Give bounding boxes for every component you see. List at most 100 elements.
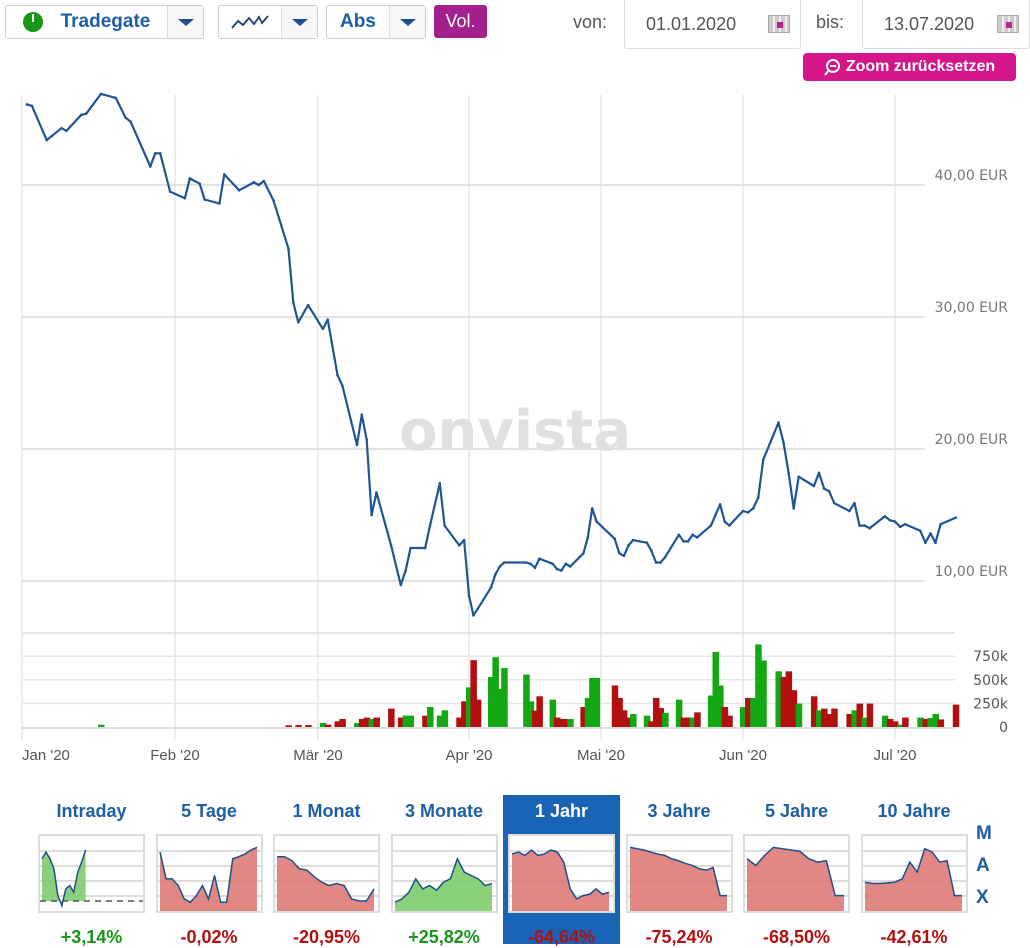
volume-bar [461,701,468,727]
period-tile-1-jahr[interactable]: 1 Jahr -64,64% [503,795,620,947]
period-label: 3 Jahre [647,801,711,821]
volume-bar [532,710,539,727]
from-date-input[interactable]: 01.01.2020 [624,0,801,49]
sparkline [508,834,615,913]
volume-tick-label: 500k [973,673,1009,689]
price-point [533,566,537,570]
volume-bar [932,713,940,727]
price-point [568,565,572,568]
volume-bar [760,660,767,727]
price-point [462,538,466,542]
price-chart[interactable]: onvista Jan '20 Feb '20 Mär '20 Apr '20 Mai … [0,0,1030,780]
calendar-icon[interactable] [768,15,790,33]
chevron-down-icon[interactable] [389,6,425,38]
volume-tick-label: 250k [973,696,1009,712]
volume-bar [492,657,499,727]
max-period-link[interactable]: M [976,823,992,844]
price-point [399,583,403,587]
chart-type-select[interactable] [218,5,318,39]
volume-bar [790,690,798,727]
period-change: -68,50% [762,927,831,947]
price-point [168,190,172,193]
volume-bar [881,715,889,727]
period-tile-intraday[interactable]: Intraday +3,14% [33,795,150,947]
chevron-down-icon[interactable] [281,6,317,38]
period-label: 3 Monate [404,801,483,821]
volume-bar [917,717,924,727]
volume-bar [851,710,858,727]
price-point [296,320,300,324]
price-point [893,520,897,523]
price-point [423,546,427,550]
price-point [718,503,722,506]
price-point [84,112,88,116]
price-point [677,533,681,537]
period-change: +3,14% [60,927,123,947]
sparkline [38,834,145,913]
period-tile-3-jahre[interactable]: 3 Jahre -75,24% [621,795,738,947]
scale-select[interactable]: Abs [326,5,426,39]
price-point [272,199,275,203]
sparkline-line [41,849,87,909]
period-change: -75,24% [645,927,713,947]
price-point [659,561,662,564]
max-period-link[interactable]: X [976,887,989,908]
period-tile-5-tage[interactable]: 5 Tage -0,02% [151,795,268,947]
volume-bar [584,697,592,727]
price-point [287,247,290,250]
price-point [360,413,364,416]
x-tick-label: Mai '20 [577,747,625,764]
volume-toggle-button[interactable]: Vol. [434,5,487,38]
sparkline-line [746,846,844,897]
period-label: 5 Jahre [764,801,829,821]
price-point [924,541,927,545]
price-point [613,537,617,541]
price-point [365,438,369,442]
chevron-down-icon[interactable] [167,6,203,38]
volume-bar [422,715,429,727]
price-point [498,565,502,568]
volume-bar [436,715,444,727]
sparkline-line [864,847,962,897]
exchange-name: Tradegate [60,11,151,32]
price-point [237,188,241,192]
period-tile-10-jahre[interactable]: 10 Jahre -42,61% [856,795,973,947]
zoom-reset-button[interactable]: Zoom zurücksetzen [803,53,1016,81]
exchange-select[interactable]: Tradegate [5,5,204,39]
volume-bar [324,724,332,727]
price-point [595,520,598,523]
volume-bar [821,708,828,727]
sparkline-line [277,855,375,902]
sparkline-line [158,846,257,904]
max-period-link[interactable]: A [976,855,990,876]
to-date-input[interactable]: 13.07.2020 [862,0,1030,49]
volume-bar [892,721,899,727]
volume-bar [795,703,803,727]
volume-bar [456,717,463,727]
price-point [60,126,63,130]
calendar-icon[interactable] [997,15,1019,33]
price-point [65,129,68,133]
volume-bar [707,695,715,727]
period-tile-3-monate[interactable]: 3 Monate +25,82% [386,795,503,947]
price-point [858,524,861,527]
price-point [114,96,118,100]
price-point [618,551,621,555]
price-point [663,555,667,559]
price-point [443,524,446,527]
period-tile-1-monat[interactable]: 1 Monat -20,95% [268,795,385,947]
sparkline [273,834,380,913]
price-point [99,92,103,96]
sparkline-area [747,847,844,911]
price-point [650,549,653,552]
price-point [827,489,831,493]
volume-bar [402,715,410,727]
volume-bar [657,708,665,727]
price-point [50,134,53,138]
price-point [654,561,658,564]
price-point [472,614,475,617]
volume-tick-label: 0 [999,720,1008,736]
period-tile-5-jahre[interactable]: 5 Jahre -68,50% [738,795,855,947]
price-point [954,516,958,519]
price-point [409,546,412,550]
